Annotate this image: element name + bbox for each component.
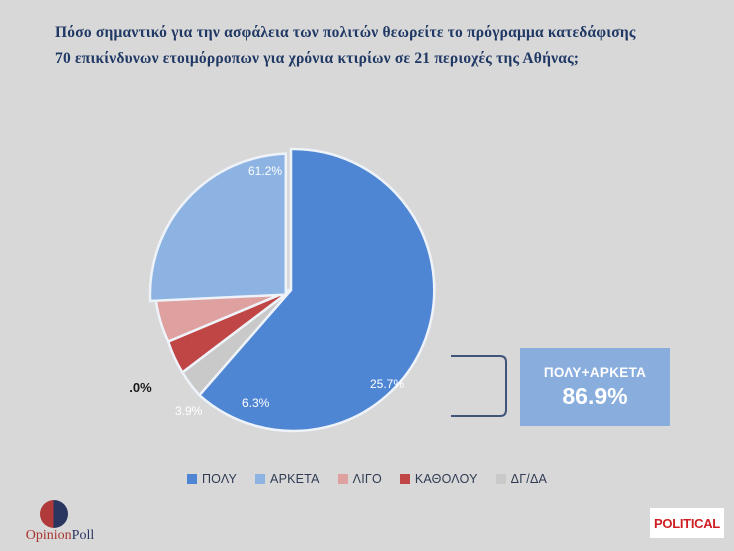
legend-label-katholou: ΚΑΘΟΛΟΥ <box>414 472 478 486</box>
legend-label-ligo: ΛΙΓΟ <box>352 472 382 486</box>
pie-label-poly: 61.2% <box>248 164 282 178</box>
title-line-2: 70 επικίνδυνων ετοιμόρροπων για χρόνια κ… <box>55 50 580 67</box>
callout-value: 86.9% <box>562 382 628 409</box>
pie-label-katholou: 3.9% <box>175 404 203 418</box>
legend-swatch-icon-poly <box>186 474 197 484</box>
callout-bracket-icon <box>451 355 507 417</box>
page-title: Πόσο σημαντικό για την ασφάλεια των πολι… <box>55 20 695 72</box>
legend-item-ligo[interactable]: ΛΙΓΟ <box>337 472 382 486</box>
political-wordmark: POLITICAL <box>654 515 720 531</box>
title-line-1: Πόσο σημαντικό για την ασφάλεια των πολι… <box>55 24 636 41</box>
legend-item-dgda[interactable]: ΔΓ/ΔΑ <box>495 472 548 486</box>
callout-label: ΠΟΛΥ+ΑΡΚΕΤΑ <box>543 364 647 380</box>
legend-swatch-icon-ligo <box>337 474 348 484</box>
political-logo: POLITICAL <box>650 508 724 538</box>
legend-swatch-icon-arketa <box>255 474 266 484</box>
pie-slice-poly[interactable] <box>197 147 436 433</box>
opinionpoll-circle-icon <box>40 500 68 528</box>
legend-label-dgda: ΔΓ/ΔΑ <box>510 472 548 486</box>
pie-label-arketa: 25.7% <box>370 377 404 391</box>
pie-label-ligo: 6.3% <box>242 396 270 410</box>
opinionpoll-wordmark: OpinionPoll <box>10 528 110 544</box>
legend-swatch-icon-katholou <box>399 474 410 484</box>
legend-label-poly: ΠΟΛΥ <box>201 472 238 486</box>
legend-swatch-icon-dgda <box>495 474 506 484</box>
opinionpoll-word-poll: Poll <box>71 528 95 543</box>
legend-item-arketa[interactable]: ΑΡΚΕΤΑ <box>255 472 320 486</box>
pie-label-dgda: 3.0% <box>130 380 152 395</box>
pie-chart: 61.2% 25.7% 6.3% 3.9% 3.0% ΠΟΛΥ+ΑΡΚΕΤΑ 8… <box>0 100 734 460</box>
opinionpoll-word-opinion: Opinion <box>25 528 72 543</box>
pie-slice-arketa-group <box>148 152 288 303</box>
legend-item-katholou[interactable]: ΚΑΘΟΛΟΥ <box>399 472 478 486</box>
pie-slice-arketa[interactable] <box>148 152 288 303</box>
callout-box: ΠΟΛΥ+ΑΡΚΕΤΑ 86.9% <box>520 348 670 426</box>
legend-label-arketa: ΑΡΚΕΤΑ <box>270 472 320 486</box>
legend-item-poly[interactable]: ΠΟΛΥ <box>186 472 238 486</box>
pie-chart-svg: 61.2% 25.7% 6.3% 3.9% 3.0% <box>130 147 436 433</box>
chart-legend: ΠΟΛΥ ΑΡΚΕΤΑ ΛΙΓΟ ΚΑΘΟΛΟΥ ΔΓ/ΔΑ <box>0 472 734 486</box>
opinionpoll-logo: OpinionPoll <box>10 500 110 546</box>
